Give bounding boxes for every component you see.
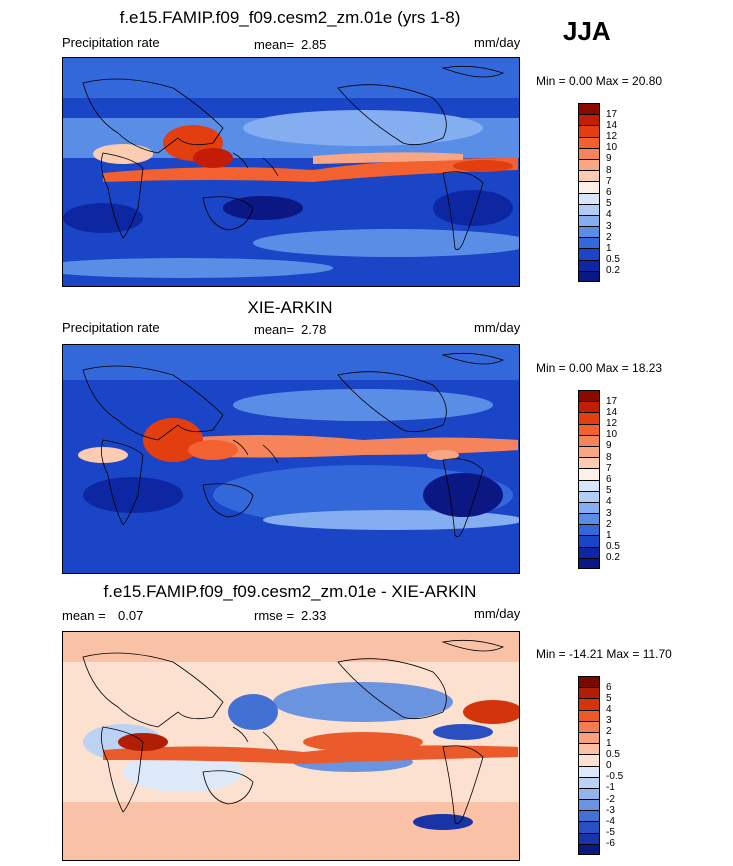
panel3-title: f.e15.FAMIP.f09_f09.cesm2_zm.01e - XIE-A… [103, 582, 477, 601]
panel1-tick: 12 [606, 131, 618, 142]
panel1-tick: 6 [606, 187, 612, 198]
panel2-units: mm/day [474, 320, 521, 335]
panel1-tick: 5 [606, 198, 612, 209]
panel3-colorbar [578, 676, 600, 855]
panel1-tick: 9 [606, 153, 612, 164]
panel3-tick: 6 [606, 682, 612, 693]
panel2-tick: 2 [606, 519, 612, 530]
panel2-colorbar [578, 390, 600, 569]
panel1-map [62, 57, 520, 287]
panel1-tick: 0.2 [606, 265, 620, 276]
panel2-tick: 3 [606, 508, 612, 519]
panel3-tick: -6 [606, 838, 615, 849]
panel3-tick: 3 [606, 715, 612, 726]
panel3-minmax: Min = -14.21 Max = 11.70 [536, 647, 672, 661]
panel1-minmax: Min = 0.00 Max = 20.80 [536, 74, 663, 88]
panel3-tick: 5 [606, 693, 612, 704]
panel1-units: mm/day [474, 35, 521, 50]
panel1-tick: 2 [606, 232, 612, 243]
panel3-tick: 1 [606, 738, 612, 749]
panel1-title: f.e15.FAMIP.f09_f09.cesm2_zm.01e (yrs 1-… [119, 8, 461, 27]
panel2-tick: 0.5 [606, 541, 620, 552]
panel2-tick: 9 [606, 440, 612, 451]
panel1-mean-value: 2.85 [301, 37, 327, 52]
panel2-tick: 6 [606, 474, 612, 485]
panel2-title: XIE-ARKIN [247, 298, 333, 317]
panel3-tick: 0.5 [606, 749, 620, 760]
panel2-tick: 8 [606, 452, 612, 463]
panel2-tick: 10 [606, 429, 618, 440]
panel3-tick: -3 [606, 805, 615, 816]
panel3-tick: -4 [606, 816, 615, 827]
panel3-map [62, 631, 520, 861]
panel3-rmse-label: rmse = [254, 608, 295, 623]
panel1-tick: 1 [606, 243, 612, 254]
panel2-map [62, 344, 520, 574]
panel2-tick: 1 [606, 530, 612, 541]
panel3-tick: -5 [606, 827, 615, 838]
panel2-mean-label: mean= [254, 322, 295, 337]
panel3-mean-value: 0.07 [118, 608, 144, 623]
panel1-tick: 7 [606, 176, 612, 187]
panel1-tick: 8 [606, 165, 612, 176]
panel3-units: mm/day [474, 606, 521, 621]
panel3-tick: 0 [606, 760, 612, 771]
panel2-tick: 7 [606, 463, 612, 474]
panel1-tick: 14 [606, 120, 618, 131]
panel2-tick: 14 [606, 407, 618, 418]
panel1-variable-label: Precipitation rate [62, 35, 160, 50]
panel3-tick: 2 [606, 726, 612, 737]
panel2-tick: 17 [606, 396, 618, 407]
panel3-rmse-value: 2.33 [301, 608, 327, 623]
panel1-tick: 17 [606, 109, 618, 120]
panel1-tick: 0.5 [606, 254, 620, 265]
panel1-tick: 3 [606, 221, 612, 232]
panel2-tick: 5 [606, 485, 612, 496]
panel3-tick: -1 [606, 782, 615, 793]
panel2-minmax: Min = 0.00 Max = 18.23 [536, 361, 663, 375]
panel1-mean-label: mean= [254, 37, 295, 52]
panel3-mean-label: mean = [62, 608, 106, 623]
panel2-tick: 12 [606, 418, 618, 429]
panel1-tick: 10 [606, 142, 618, 153]
season-label: JJA [563, 16, 611, 46]
panel2-variable-label: Precipitation rate [62, 320, 160, 335]
panel2-tick: 4 [606, 496, 612, 507]
panel3-tick: 4 [606, 704, 612, 715]
panel2-tick: 0.2 [606, 552, 620, 563]
panel3-tick: -0.5 [606, 771, 624, 782]
panel2-mean-value: 2.78 [301, 322, 327, 337]
panel1-colorbar [578, 103, 600, 282]
panel1-tick: 4 [606, 209, 612, 220]
panel3-tick: -2 [606, 794, 615, 805]
